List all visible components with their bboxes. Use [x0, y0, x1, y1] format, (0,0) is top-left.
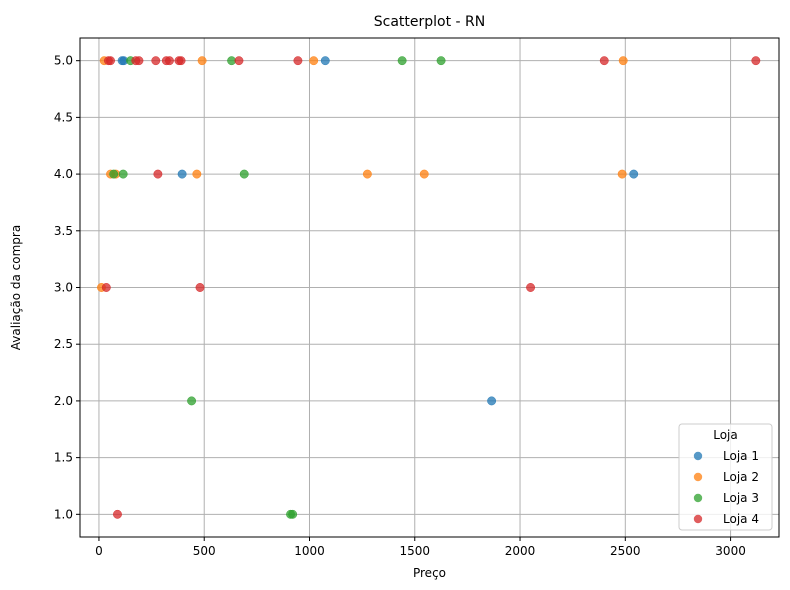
data-point — [487, 396, 497, 406]
y-axis-label: Avaliação da compra — [9, 225, 23, 350]
legend-label: Loja 4 — [723, 512, 759, 526]
data-point — [436, 56, 446, 66]
data-point — [629, 169, 639, 179]
y-tick-label: 2.0 — [54, 394, 73, 408]
data-point — [526, 283, 536, 292]
legend-marker — [693, 451, 703, 461]
data-point — [617, 169, 627, 179]
data-point — [151, 56, 161, 66]
data-point — [113, 509, 122, 519]
legend: Loja Loja 1 Loja 2 Loja 3 Loja 4 — [678, 423, 773, 531]
legend-box — [678, 423, 773, 531]
y-tick-label: 1.5 — [54, 451, 73, 465]
data-point — [134, 56, 144, 66]
x-tick-label: 500 — [193, 544, 216, 558]
data-point — [101, 283, 111, 292]
data-point — [309, 56, 319, 66]
x-tick-label: 3000 — [715, 544, 746, 558]
y-tick-label: 4.0 — [54, 167, 73, 181]
legend-label: Loja 1 — [723, 449, 759, 463]
x-tick-label: 0 — [95, 544, 103, 558]
y-tick-label: 4.5 — [54, 110, 73, 124]
data-point — [419, 169, 429, 179]
data-point — [293, 56, 303, 66]
data-point — [192, 169, 202, 179]
data-point — [239, 169, 249, 179]
data-point — [288, 509, 298, 519]
y-tick-label: 5.0 — [54, 54, 73, 68]
y-tick-label: 3.0 — [54, 281, 73, 295]
data-point — [197, 56, 207, 66]
data-points — [97, 56, 761, 519]
legend-label: Loja 2 — [723, 470, 759, 484]
data-point — [320, 56, 330, 66]
legend-items: Loja 1 Loja 2 Loja 3 Loja 4 — [693, 449, 759, 526]
data-point — [118, 169, 128, 179]
data-point — [165, 56, 174, 66]
data-point — [153, 169, 163, 179]
legend-label: Loja 3 — [723, 491, 759, 505]
x-tick-label: 1000 — [294, 544, 325, 558]
data-point — [751, 56, 761, 66]
data-point — [176, 56, 186, 66]
data-point — [599, 56, 609, 66]
legend-marker — [693, 514, 703, 524]
legend-title: Loja — [713, 428, 738, 442]
data-point — [618, 56, 628, 66]
data-point — [234, 56, 244, 66]
data-point — [195, 283, 205, 292]
data-point — [106, 56, 115, 66]
x-axis-label: Preço — [413, 566, 446, 580]
y-tick-label: 3.5 — [54, 224, 73, 238]
x-tick-label: 2000 — [505, 544, 536, 558]
y-tick-label: 2.5 — [54, 337, 73, 351]
x-tick-label: 1500 — [399, 544, 430, 558]
chart-title: Scatterplot - RN — [374, 14, 486, 30]
data-point — [177, 169, 187, 179]
x-tick-label: 2500 — [610, 544, 641, 558]
legend-marker — [693, 493, 703, 503]
data-point — [109, 169, 119, 179]
y-tick-label: 1.0 — [54, 507, 73, 521]
axis-ticks: 0 500 1000 1500 2000 2500 3000 1.0 1.5 2.0 2.5 3.0 3… — [54, 54, 746, 558]
data-point — [397, 56, 407, 66]
data-point — [187, 396, 197, 406]
legend-marker — [693, 472, 703, 482]
data-point — [362, 169, 372, 179]
